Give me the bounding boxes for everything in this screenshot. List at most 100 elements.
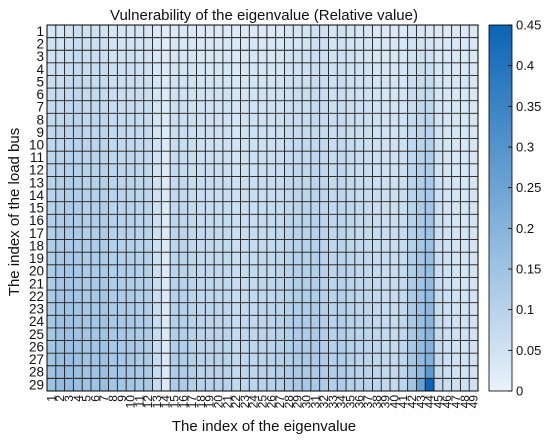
heatmap-cell: [398, 113, 408, 127]
heatmap-cell: [337, 88, 347, 102]
heatmap-cell: [319, 88, 329, 102]
colorbar-tick-label: 0.35: [516, 99, 541, 114]
heatmap-cell: [346, 226, 356, 240]
x-tick-label: 35: [343, 395, 357, 409]
heatmap-cell: [240, 302, 250, 316]
heatmap-cell: [381, 37, 391, 51]
heatmap-cell: [407, 138, 417, 152]
heatmap-cell: [231, 100, 241, 114]
heatmap-cell: [143, 151, 153, 165]
heatmap-cell: [328, 239, 338, 253]
heatmap-cell: [398, 50, 408, 64]
heatmap-cell: [310, 151, 320, 165]
heatmap-cell: [266, 201, 276, 215]
heatmap-cell: [284, 176, 294, 190]
heatmap-cell: [390, 176, 400, 190]
heatmap-cell: [319, 138, 329, 152]
heatmap-cell: [90, 290, 101, 303]
heatmap-cell: [407, 378, 417, 392]
heatmap-cell: [240, 125, 250, 139]
heatmap-cell: [390, 315, 400, 329]
heatmap-cell: [82, 151, 92, 165]
heatmap-cell: [346, 25, 356, 38]
heatmap-cell: [108, 88, 118, 102]
heatmap-cell: [381, 125, 391, 139]
heatmap-cell: [460, 302, 470, 316]
heatmap-cell: [302, 113, 312, 127]
heatmap-cell: [134, 252, 145, 266]
heatmap-cell: [249, 226, 259, 240]
heatmap-cell: [196, 75, 206, 89]
heatmap-cell: [407, 315, 417, 329]
heatmap-cell: [152, 252, 162, 266]
heatmap-cell: [143, 277, 153, 291]
heatmap-cell: [90, 226, 101, 240]
heatmap-cell: [90, 100, 101, 114]
colorbar-tick-label: 0.4: [516, 58, 534, 73]
heatmap-cell: [222, 290, 233, 303]
heatmap-cell: [319, 315, 329, 329]
heatmap-cell: [442, 50, 452, 64]
heatmap-cell: [328, 50, 338, 64]
heatmap-cell: [302, 62, 312, 76]
heatmap-cell: [178, 125, 189, 139]
heatmap-cell: [231, 226, 241, 240]
heatmap-cell: [187, 277, 197, 291]
heatmap-cell: [407, 214, 417, 228]
heatmap-cell: [117, 264, 127, 278]
heatmap-cell: [434, 25, 444, 38]
heatmap-cell: [178, 62, 189, 76]
heatmap-cell: [117, 353, 127, 367]
heatmap-cell: [231, 88, 241, 102]
heatmap-cell: [196, 25, 206, 38]
heatmap-cell: [337, 214, 347, 228]
heatmap-cell: [266, 315, 276, 329]
x-tick-label: 4: [71, 395, 85, 402]
heatmap-cell: [293, 62, 303, 76]
heatmap-cell: [47, 365, 57, 379]
heatmap-cell: [284, 189, 294, 202]
heatmap-cell: [47, 201, 57, 215]
heatmap-cell: [425, 365, 435, 379]
heatmap-cell: [90, 214, 101, 228]
heatmap-cell: [381, 277, 391, 291]
heatmap-cell: [354, 201, 364, 215]
heatmap-cell: [222, 277, 233, 291]
x-tick-label: 26: [264, 395, 278, 409]
heatmap-cell: [161, 214, 171, 228]
heatmap-cell: [372, 138, 382, 152]
heatmap-cell: [178, 327, 189, 341]
heatmap-cell: [196, 163, 206, 177]
heatmap-cell: [222, 50, 233, 64]
heatmap-cell: [381, 365, 391, 379]
heatmap-cell: [108, 365, 118, 379]
heatmap-cell: [126, 226, 136, 240]
heatmap-cell: [126, 365, 136, 379]
x-tick-label: 1: [44, 395, 58, 402]
heatmap-cell: [187, 151, 197, 165]
heatmap-cell: [293, 353, 303, 367]
heatmap-cell: [240, 353, 250, 367]
x-tick-label: 10: [124, 395, 138, 409]
heatmap-cell: [407, 176, 417, 190]
heatmap-cell: [196, 302, 206, 316]
heatmap-cell: [372, 239, 382, 253]
heatmap-cell: [64, 62, 74, 76]
heatmap-cell: [381, 75, 391, 89]
heatmap-cell: [152, 327, 162, 341]
heatmap-cell: [337, 315, 347, 329]
heatmap-cell: [170, 277, 180, 291]
heatmap-cell: [381, 353, 391, 367]
heatmap-cell: [310, 252, 320, 266]
heatmap-cell: [143, 88, 153, 102]
heatmap-cell: [381, 327, 391, 341]
heatmap-cell: [328, 264, 338, 278]
heatmap-cell: [187, 113, 197, 127]
heatmap-cell: [161, 226, 171, 240]
heatmap-cell: [205, 252, 215, 266]
heatmap-cell: [337, 252, 347, 266]
heatmap-cell: [108, 277, 118, 291]
heatmap-cell: [284, 315, 294, 329]
heatmap-cell: [196, 138, 206, 152]
heatmap-cell: [99, 277, 109, 291]
